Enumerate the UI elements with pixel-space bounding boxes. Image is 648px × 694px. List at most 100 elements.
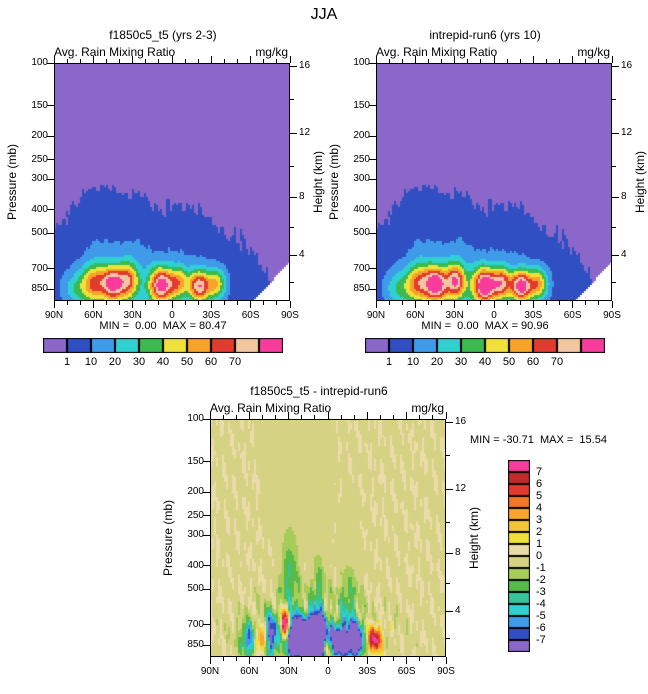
colorbar-label: -6 xyxy=(536,622,546,634)
tick-mark xyxy=(301,657,303,661)
tick-mark xyxy=(203,491,210,493)
contour-field-canvas xyxy=(376,63,612,301)
tick-mark xyxy=(53,56,55,63)
tick-mark xyxy=(209,412,211,419)
tick-mark xyxy=(79,301,81,305)
tick-mark xyxy=(250,56,252,63)
tick-mark xyxy=(353,657,355,661)
tick-mark xyxy=(446,582,450,584)
tick-mark xyxy=(145,301,147,305)
tick-label: 12 xyxy=(621,127,633,139)
tick-mark xyxy=(467,301,469,305)
tick-mark xyxy=(47,178,54,180)
tick-mark xyxy=(388,301,390,305)
tick-mark xyxy=(612,196,619,198)
tick-mark xyxy=(375,56,377,63)
colorbar-label: -2 xyxy=(536,574,546,586)
tick-mark xyxy=(454,56,456,63)
tick-mark xyxy=(290,165,294,167)
tick-mark xyxy=(445,657,447,664)
tick-mark xyxy=(327,657,329,664)
tick-mark xyxy=(454,301,456,308)
tick-label: 90S xyxy=(281,310,299,321)
tick-mark xyxy=(532,301,534,308)
colorbar-label: 1 xyxy=(385,356,393,368)
units-label: mg/kg xyxy=(255,45,288,59)
tick-mark xyxy=(237,59,239,63)
panel-subheader: Avg. Rain Mixing Ratio mg/kg xyxy=(324,45,646,61)
tick-mark xyxy=(480,301,482,305)
tick-label: 12 xyxy=(299,127,311,139)
tick-label: 300 xyxy=(187,529,204,541)
tick-mark xyxy=(366,412,368,419)
tick-mark xyxy=(79,59,81,63)
rain-colorbar: 1 10 20 30 40 50 60 70 xyxy=(365,338,605,372)
tick-mark xyxy=(432,657,434,661)
tick-label: 16 xyxy=(299,60,311,72)
tick-label: 90N xyxy=(200,666,220,677)
tick-mark xyxy=(446,488,453,490)
tick-label: 16 xyxy=(455,416,467,428)
tick-mark xyxy=(203,534,210,536)
height-axis-label: Height (km) xyxy=(633,150,647,214)
tick-mark xyxy=(197,59,199,63)
tick-label: 90S xyxy=(603,310,621,321)
colorbar-label: -1 xyxy=(536,562,546,574)
tick-mark xyxy=(289,56,291,63)
tick-mark xyxy=(493,56,495,63)
tick-mark xyxy=(197,301,199,305)
tick-mark xyxy=(203,644,210,646)
plot-area: Pressure (mb) Height (km) 90N 60N 30N 0 30S 6… xyxy=(2,56,325,321)
tick-label: 12 xyxy=(455,483,467,495)
pressure-axis-label: Pressure (mb) xyxy=(161,499,175,577)
diff-minmax-label: MIN = -30.71 MAX = 15.54 xyxy=(470,434,607,446)
colorbar-label: -3 xyxy=(536,586,546,598)
tick-label: 850 xyxy=(31,283,48,295)
units-label: mg/kg xyxy=(411,401,444,415)
tick-label: 100 xyxy=(353,57,370,68)
colorbar-label: 50 xyxy=(180,356,194,368)
diff-colorbar: 7 6 5 4 3 2 1 0 -1 -2 -3 -4 -5 -6 -7 xyxy=(508,460,608,660)
tick-mark xyxy=(414,301,416,308)
colorbar-label: 20 xyxy=(430,356,444,368)
tick-label: 4 xyxy=(299,249,305,261)
tick-mark xyxy=(47,135,54,137)
panel-title: intrepid-run6 (yrs 10) xyxy=(429,28,541,42)
tick-mark xyxy=(171,301,173,308)
pressure-axis-label: Pressure (mb) xyxy=(327,143,341,221)
colorbar-label: 30 xyxy=(454,356,468,368)
colorbar-label: 70 xyxy=(228,356,242,368)
tick-label: 8 xyxy=(299,191,305,203)
tick-mark xyxy=(301,415,303,419)
tick-label: 700 xyxy=(187,618,204,630)
tick-mark xyxy=(419,657,421,661)
tick-mark xyxy=(276,59,278,63)
colorbar-label: 30 xyxy=(132,356,146,368)
tick-mark xyxy=(235,657,237,661)
tick-mark xyxy=(598,301,600,305)
panel-title: f1850c5_t5 (yrs 2-3) xyxy=(109,28,217,42)
tick-mark xyxy=(585,59,587,63)
tick-mark xyxy=(369,268,376,270)
tick-mark xyxy=(290,226,294,228)
tick-mark xyxy=(119,59,121,63)
tick-mark xyxy=(559,301,561,305)
tick-mark xyxy=(184,301,186,305)
colorbar-label: -5 xyxy=(536,610,546,622)
tick-label: 200 xyxy=(31,130,48,142)
pressure-axis-label: Pressure (mb) xyxy=(5,143,19,221)
colorbar-label: 20 xyxy=(108,356,122,368)
tick-label: 100 xyxy=(187,413,204,424)
tick-mark xyxy=(290,196,297,198)
tick-mark xyxy=(446,521,450,523)
tick-mark xyxy=(171,56,173,63)
contour-field-canvas xyxy=(210,419,446,657)
tick-label: 200 xyxy=(187,486,204,498)
colorbar-label: 40 xyxy=(156,356,170,368)
tick-mark xyxy=(340,415,342,419)
tick-label: 60S xyxy=(241,310,260,321)
tick-mark xyxy=(276,301,278,305)
colorbar-label: 10 xyxy=(406,356,420,368)
tick-mark xyxy=(203,588,210,590)
tick-mark xyxy=(92,301,94,308)
